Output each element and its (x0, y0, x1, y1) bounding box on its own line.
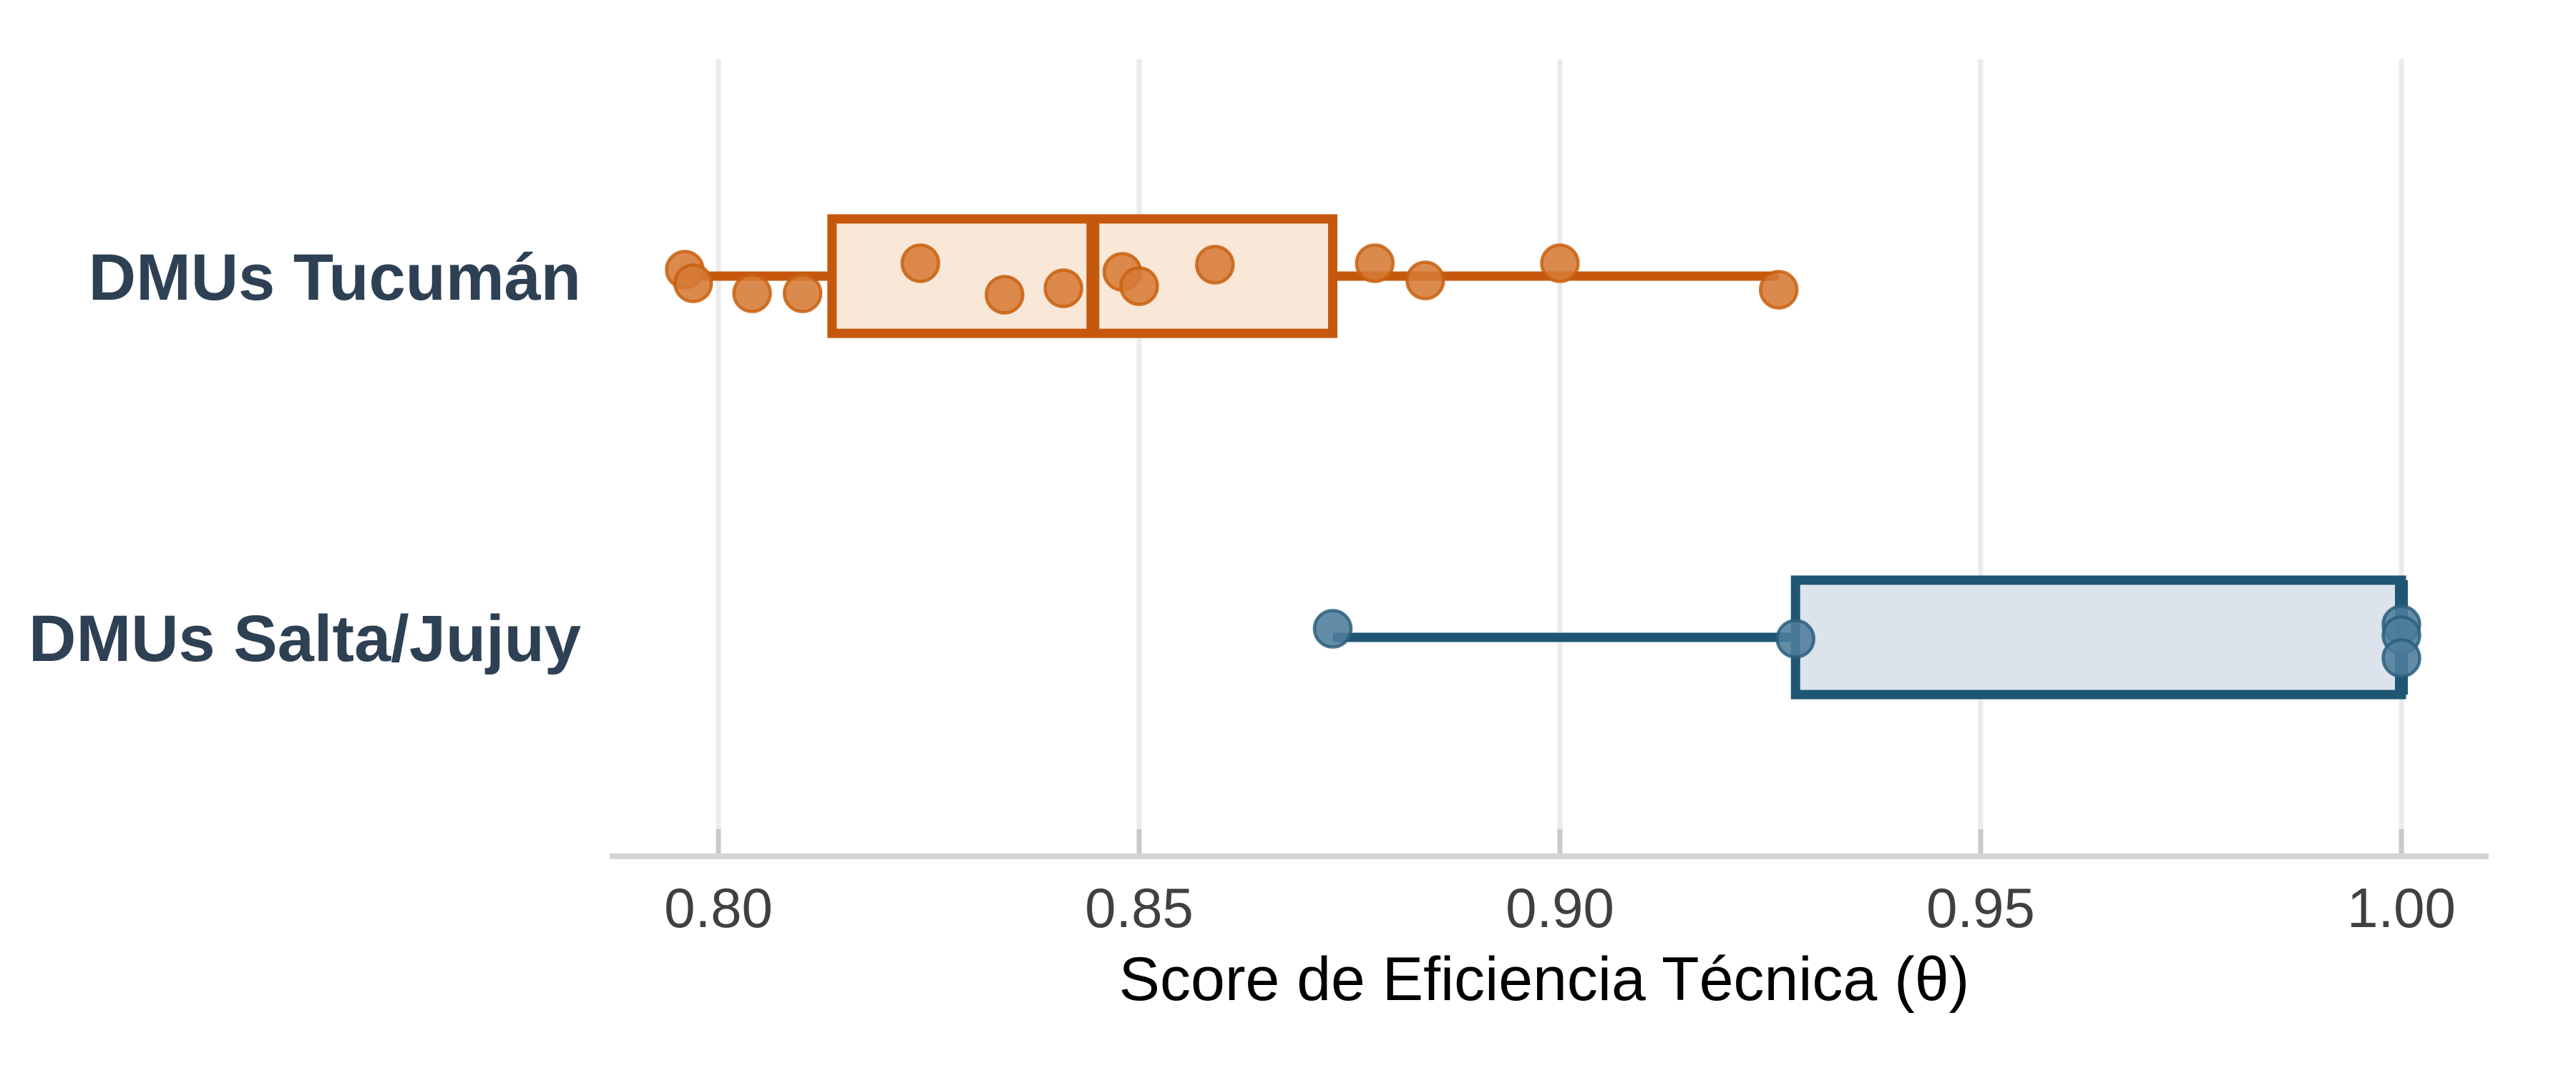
box-salta-jujuy (1790, 575, 2406, 700)
x-axis-layer: 0.80 0.85 0.90 0.95 1.00 (610, 829, 2489, 939)
data-point-tucuman (1355, 243, 1395, 283)
data-point-tucuman (1119, 266, 1159, 306)
data-point-tucuman (900, 243, 940, 283)
data-point-tucuman (782, 273, 823, 313)
data-point-salta-jujuy (1775, 619, 1816, 659)
data-point-tucuman (985, 275, 1025, 315)
x-axis-line (610, 853, 2489, 859)
x-tick-label-0.90: 0.90 (1506, 876, 1614, 939)
data-point-tucuman (1759, 270, 1799, 310)
data-point-tucuman (1043, 268, 1083, 308)
x-tick-label-1.00: 1.00 (2347, 876, 2456, 939)
data-point-salta-jujuy (1312, 609, 1353, 649)
x-axis-title: Score de Eficiencia Técnica (θ) (1119, 945, 1970, 1014)
category-label-salta-jujuy: DMUs Salta/Jujuy (29, 602, 581, 675)
data-point-salta-jujuy (2381, 638, 2421, 678)
boxplot-salta-jujuy (1312, 575, 2421, 700)
data-point-tucuman (732, 273, 772, 313)
x-tick-label-0.80: 0.80 (664, 876, 773, 939)
box-tucuman (827, 214, 1337, 338)
boxplots-layer (665, 214, 2421, 700)
x-tick-label-0.85: 0.85 (1085, 876, 1194, 939)
boxplot-tucuman (665, 214, 1799, 338)
data-point-tucuman (1195, 245, 1235, 285)
category-label-tucuman: DMUs Tucumán (89, 241, 581, 314)
data-point-tucuman (1405, 260, 1445, 300)
x-tick-label-0.95: 0.95 (1926, 876, 2035, 939)
gridlines-layer (716, 59, 2404, 853)
labels-layer: DMUs Tucumán DMUs Salta/Jujuy Score de E… (29, 241, 1969, 1014)
data-point-tucuman (673, 263, 713, 303)
data-point-tucuman (1540, 243, 1580, 283)
